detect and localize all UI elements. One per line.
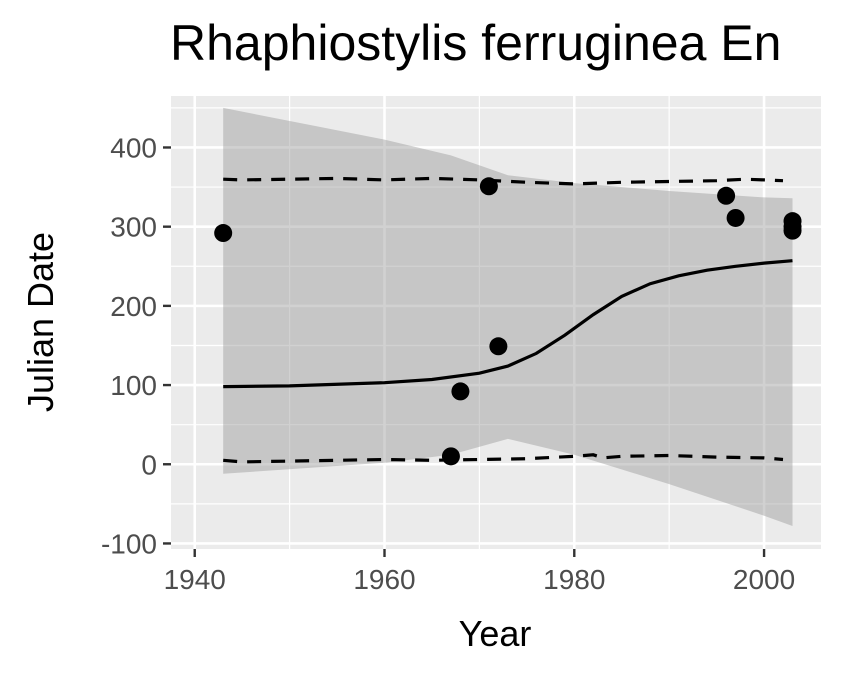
y-tick-label: 300 (110, 212, 157, 243)
y-axis-title: Julian Date (20, 232, 61, 412)
x-tick-label: 2000 (733, 564, 795, 595)
confidence-band (223, 107, 793, 527)
fit-line-path (223, 259, 793, 389)
data-point (441, 447, 460, 466)
panel-background (171, 96, 821, 549)
x-tick-label: 1940 (164, 564, 226, 595)
data-point (479, 177, 498, 196)
data-point (214, 224, 233, 243)
y-tick-label: 400 (110, 132, 157, 163)
data-point (717, 186, 736, 205)
upper-dashed-line (223, 176, 784, 186)
axes: Year Julian Date 1940 1960 1980 2000 -100 0 10… (20, 132, 795, 654)
fit-line (223, 259, 793, 389)
data-point (726, 208, 745, 227)
x-axis-title: Year (459, 613, 532, 654)
confidence-band-area (223, 107, 793, 527)
x-tick-label: 1960 (353, 564, 415, 595)
y-tick-label: 200 (110, 291, 157, 322)
data-points (214, 177, 802, 466)
data-point (783, 221, 802, 240)
y-tick-label: -100 (101, 528, 157, 559)
data-point (489, 337, 508, 356)
x-tick-label: 1980 (543, 564, 605, 595)
y-tick-label: 100 (110, 370, 157, 401)
y-tick-label: 0 (141, 449, 157, 480)
data-point (451, 382, 470, 401)
plot-panel (171, 96, 821, 549)
prediction-interval-lines (223, 176, 784, 464)
chart-title: Rhaphiostylis ferruginea En (170, 15, 782, 71)
